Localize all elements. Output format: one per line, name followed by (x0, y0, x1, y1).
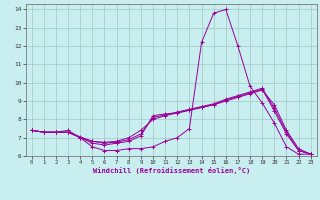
X-axis label: Windchill (Refroidissement éolien,°C): Windchill (Refroidissement éolien,°C) (92, 167, 250, 174)
